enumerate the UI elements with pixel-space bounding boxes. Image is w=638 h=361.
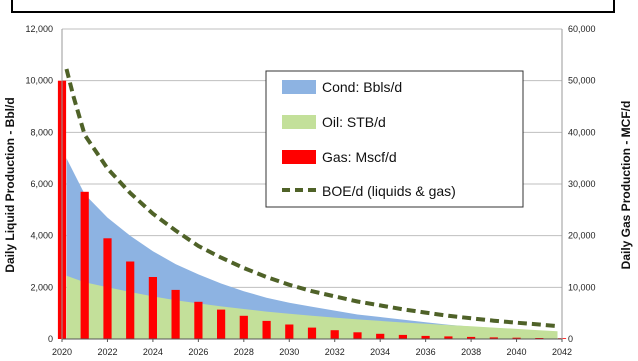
x-tick-label: 2042 bbox=[552, 347, 572, 357]
left-tick-label: 8,000 bbox=[30, 127, 53, 137]
cond-area bbox=[66, 158, 558, 339]
right-axis-ticks: 0 10,000 20,000 30,000 40,000 50,000 60,000 bbox=[568, 24, 596, 344]
x-tick-label: 2022 bbox=[97, 347, 117, 357]
gas-bar bbox=[467, 336, 476, 339]
x-tick-label: 2034 bbox=[370, 347, 390, 357]
oil-area bbox=[66, 275, 558, 339]
x-tick-label: 2020 bbox=[52, 347, 72, 357]
axes bbox=[61, 29, 563, 340]
x-tick-label: 2032 bbox=[325, 347, 345, 357]
right-tick-label: 10,000 bbox=[568, 282, 596, 292]
right-tick-label: 20,000 bbox=[568, 231, 596, 241]
boe-line bbox=[64, 68, 558, 329]
left-tick-label: 10,000 bbox=[25, 76, 53, 86]
left-axis-title: Daily Liquid Production - Bbl/d bbox=[3, 97, 17, 272]
gas-bar bbox=[126, 261, 135, 339]
left-tick-label: 12,000 bbox=[25, 24, 53, 34]
gas-bar bbox=[398, 334, 407, 339]
gas-bar bbox=[148, 277, 157, 339]
gas-bar bbox=[217, 309, 226, 339]
left-tick-label: 2,000 bbox=[30, 282, 53, 292]
left-axis-ticks: 0 2,000 4,000 6,000 8,000 10,000 12,000 bbox=[25, 24, 53, 344]
x-tick-label: 2040 bbox=[507, 347, 527, 357]
left-tick-label: 4,000 bbox=[30, 231, 53, 241]
gas-bar bbox=[489, 337, 498, 339]
left-tick-label: 0 bbox=[48, 334, 53, 344]
gas-bar bbox=[103, 238, 112, 340]
legend-label-cond: Cond: Bbls/d bbox=[322, 79, 402, 95]
right-tick-label: 0 bbox=[568, 334, 573, 344]
gas-bar bbox=[285, 324, 294, 339]
gas-bar bbox=[307, 327, 317, 339]
legend-label-gas: Gas: Mscf/d bbox=[322, 149, 397, 165]
gas-bar bbox=[421, 335, 430, 339]
legend-label-oil: Oil: STB/d bbox=[322, 114, 386, 130]
x-tick-label: 2030 bbox=[279, 347, 299, 357]
legend-label-boe: BOE/d (liquids & gas) bbox=[322, 183, 456, 199]
gas-bar bbox=[194, 301, 203, 339]
x-tick-label: 2038 bbox=[461, 347, 481, 357]
gas-bar bbox=[353, 332, 362, 339]
gas-bar bbox=[80, 191, 89, 340]
x-tick-label: 2028 bbox=[234, 347, 254, 357]
gas-bar bbox=[444, 336, 453, 339]
x-tick-label: 2024 bbox=[143, 347, 163, 357]
gas-bar bbox=[262, 320, 271, 339]
right-tick-label: 50,000 bbox=[568, 76, 596, 86]
gas-bar bbox=[512, 337, 521, 339]
legend: Cond: Bbls/d Oil: STB/d Gas: Mscf/d BOE/… bbox=[265, 70, 524, 208]
x-tick-label: 2026 bbox=[188, 347, 208, 357]
title-box-fragment bbox=[11, 0, 615, 13]
left-tick-label: 6,000 bbox=[30, 179, 53, 189]
legend-swatch-cond bbox=[282, 80, 316, 94]
legend-swatch-oil bbox=[282, 115, 316, 129]
right-tick-label: 60,000 bbox=[568, 24, 596, 34]
gas-bar bbox=[171, 289, 180, 339]
x-axis-ticks: 2020 2022 2024 2026 2028 2030 2032 2034 2036 2038… bbox=[52, 339, 572, 357]
x-tick-label: 2036 bbox=[416, 347, 436, 357]
gas-bar bbox=[239, 315, 248, 340]
right-tick-label: 40,000 bbox=[568, 127, 596, 137]
right-tick-label: 30,000 bbox=[568, 179, 596, 189]
right-axis-title: Daily Gas Production - MCF/d bbox=[619, 101, 633, 270]
legend-swatch-gas bbox=[282, 150, 316, 164]
gas-bar bbox=[376, 333, 385, 339]
area-series bbox=[66, 158, 558, 339]
boe-line-series bbox=[64, 68, 558, 329]
gas-bar bbox=[330, 330, 339, 339]
